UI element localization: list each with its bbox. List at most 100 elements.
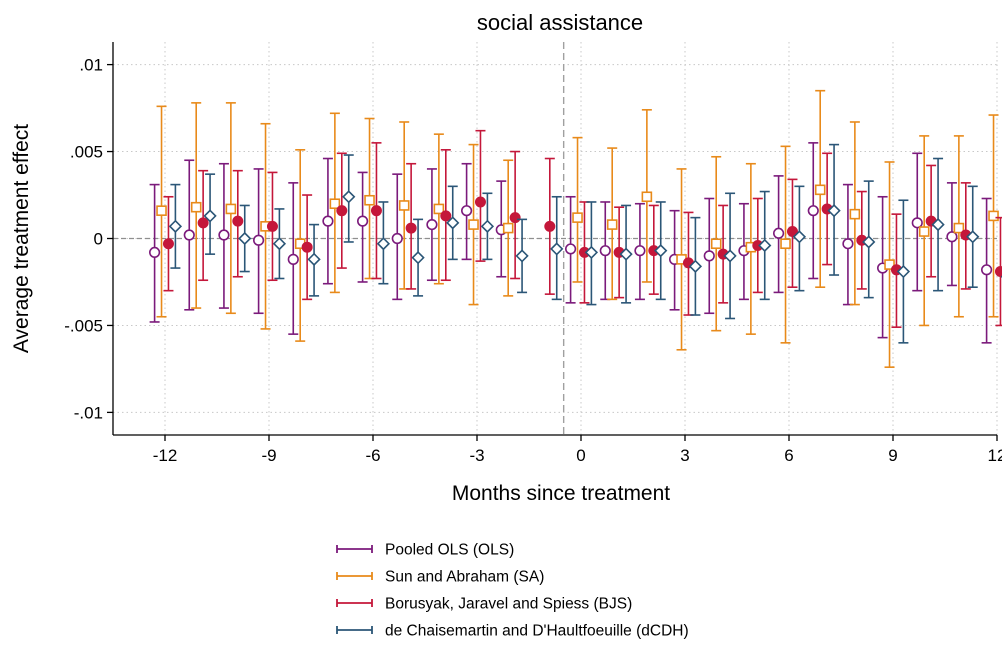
point-estimate [966, 230, 980, 244]
point-estimate [480, 219, 495, 233]
y-tick-label: -.005 [64, 316, 103, 335]
point-estimate [564, 243, 577, 255]
point-estimate [980, 264, 993, 276]
point-estimate [772, 227, 785, 239]
point-estimate [426, 218, 438, 231]
x-tick-label: 0 [576, 446, 585, 465]
point-estimate [168, 219, 183, 233]
legend-item: Pooled OLS (OLS) [336, 542, 514, 559]
point-estimate [946, 231, 958, 243]
point-estimate [842, 238, 854, 250]
point-estimate [654, 244, 668, 258]
legend-label: de Chaisemartin and D'Haultfoeuille (dCD… [385, 623, 689, 640]
point-estimate [307, 252, 321, 266]
point-estimate [446, 216, 460, 230]
point-estimate [807, 205, 819, 217]
legend-label: Borusyak, Jaravel and Spiess (BJS) [385, 596, 632, 613]
point-estimate [703, 250, 715, 262]
legend-item: Borusyak, Jaravel and Spiess (BJS) [336, 596, 632, 613]
chart-title: social assistance [477, 10, 643, 35]
point-estimate [918, 226, 930, 237]
point-estimate [953, 222, 965, 234]
point-estimate [287, 253, 299, 265]
point-estimate [398, 200, 410, 211]
point-estimate [515, 249, 529, 263]
point-estimate [461, 205, 473, 217]
x-tick-label: -6 [365, 446, 380, 465]
point-estimate [183, 229, 195, 241]
point-estimate [502, 222, 514, 234]
x-tick-label: -9 [261, 446, 276, 465]
point-estimate [572, 212, 583, 223]
point-estimate [792, 230, 807, 244]
point-estimate [884, 259, 895, 270]
point-estimate [405, 222, 417, 234]
point-estimate [370, 205, 382, 217]
point-estimate [149, 246, 161, 259]
series-1 [156, 89, 999, 368]
point-estimate [599, 245, 611, 257]
point-estimate [862, 235, 876, 249]
legend-item: Sun and Abraham (SA) [336, 569, 544, 586]
point-estimate [786, 226, 798, 238]
point-estimate [911, 217, 923, 229]
point-estimate [896, 264, 911, 279]
x-axis-title: Months since treatment [452, 482, 670, 505]
point-estimate [342, 190, 356, 204]
point-estimate [336, 205, 348, 217]
point-estimate [584, 245, 599, 260]
legend-item: de Chaisemartin and D'Haultfoeuille (dCD… [336, 623, 689, 640]
series-3 [168, 143, 1002, 344]
x-tick-label: -12 [153, 446, 178, 465]
point-estimate [203, 209, 217, 223]
point-estimate [225, 203, 237, 215]
point-estimate [994, 266, 1002, 278]
point-estimate [301, 241, 313, 253]
point-estimate [411, 250, 425, 265]
point-estimate [218, 229, 230, 241]
point-estimate [391, 232, 403, 245]
point-estimate [988, 210, 999, 222]
point-estimate [238, 231, 252, 246]
x-tick-label: 3 [680, 446, 689, 465]
legend-label: Pooled OLS (OLS) [385, 542, 514, 559]
legend: Pooled OLS (OLS) Sun and Abraham (SA) Boru… [336, 542, 689, 640]
y-tick-label: -.01 [74, 403, 103, 422]
x-tick-label: -3 [469, 446, 484, 465]
plot-area: .01 .005 0 -.005 -.01 -12 -9 -6 -3 0 3 6 9 12 [64, 42, 1002, 465]
point-estimate [509, 212, 521, 224]
point-estimate [606, 219, 618, 230]
point-estimate [814, 184, 826, 196]
point-estimate [364, 194, 375, 206]
point-estimate [931, 217, 945, 232]
point-estimate [322, 215, 334, 227]
point-estimate [641, 191, 653, 203]
x-tick-label: 9 [888, 446, 897, 465]
point-estimate [849, 208, 861, 220]
y-axis-title: Average treatment effect [10, 124, 33, 353]
point-estimate [357, 215, 369, 227]
legend-label: Sun and Abraham (SA) [385, 569, 544, 586]
point-estimate [780, 238, 791, 250]
y-tick-label: 0 [94, 230, 103, 249]
point-estimate [232, 215, 244, 227]
point-estimate [156, 205, 167, 216]
point-estimate [474, 196, 486, 208]
point-estimate [550, 242, 564, 256]
point-estimate [544, 220, 556, 232]
series-0 [149, 142, 993, 344]
point-estimate [272, 237, 287, 251]
x-tick-label: 6 [784, 446, 793, 465]
point-estimate [710, 238, 722, 250]
point-estimate [162, 238, 174, 250]
y-tick-label: .005 [70, 143, 103, 162]
point-estimate [197, 217, 209, 229]
point-estimate [376, 237, 391, 251]
point-estimate [440, 210, 452, 222]
point-estimate [190, 201, 202, 213]
point-estimate [253, 234, 265, 246]
point-estimate [266, 220, 278, 232]
point-estimate [468, 219, 479, 230]
series-2 [162, 129, 1002, 328]
point-estimate [634, 245, 646, 257]
